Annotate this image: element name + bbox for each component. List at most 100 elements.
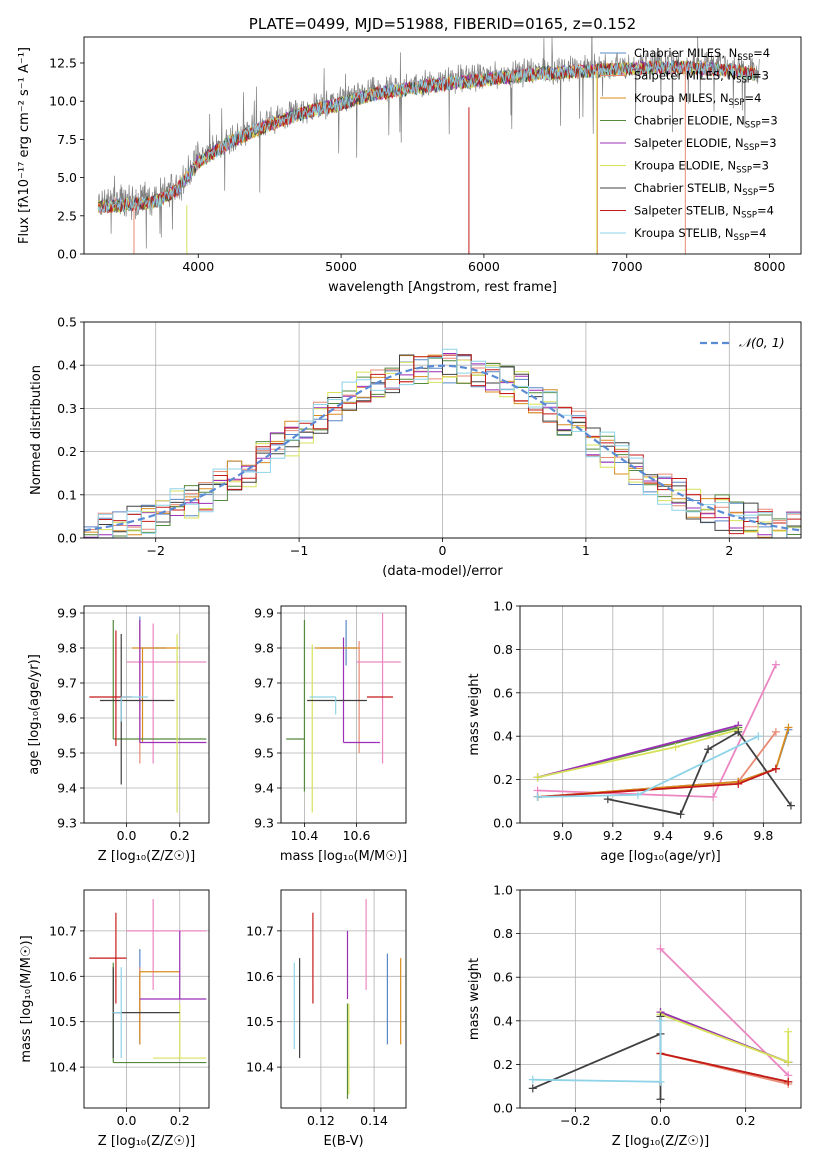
x-tick-label: −2 — [146, 543, 164, 558]
y-tick-label: 7.5 — [57, 132, 77, 147]
data-marker — [784, 1077, 793, 1086]
y-tick-label: 0.0 — [57, 531, 77, 546]
data-marker — [784, 1027, 793, 1036]
y-tick-label: 0.4 — [493, 1013, 513, 1028]
x-tick-label: 10.6 — [343, 828, 371, 843]
x-tick-label: 0.2 — [170, 1113, 190, 1128]
error-point — [126, 899, 207, 990]
y-tick-label: 10.4 — [246, 1060, 274, 1075]
x-tick-label: 10.4 — [291, 828, 319, 843]
y-tick-label: 0.0 — [493, 1101, 513, 1116]
data-marker — [704, 745, 713, 754]
mass-weight-series-8 — [532, 1016, 662, 1100]
y-axis-label: age [log₁₀(age/yr)] — [27, 654, 42, 775]
data-marker — [771, 764, 780, 773]
x-axis-label: Z [log₁₀(Z/Z☉)] — [98, 849, 195, 864]
axes: 10.4 10.6 9.3 9.4 9.5 9.6 9.7 9.8 9.9 mass [log₁₀… — [254, 606, 407, 865]
x-axis-label: (data-model)/error — [382, 564, 503, 579]
axes-frame — [519, 889, 802, 1109]
y-tick-label: 10.7 — [49, 923, 77, 938]
legend: 𝒩(0, 1) — [700, 335, 785, 350]
residual-histogram-9 — [84, 348, 801, 538]
plot-area — [89, 899, 207, 1064]
x-tick-label: 6000 — [468, 259, 500, 274]
error-point — [286, 620, 306, 792]
axes: 0.12 0.14 10.4 10.5 10.6 10.7 E(B-V) — [246, 889, 407, 1149]
residual-histogram-6 — [84, 356, 801, 538]
y-axis-label: Normed distribution — [29, 365, 44, 495]
data-marker — [528, 1084, 537, 1093]
x-tick-label: 0 — [439, 543, 447, 558]
plot-area — [84, 348, 801, 538]
legend: Chabrier MILES, NSSP=4 Salpeter MILES, NS… — [600, 46, 778, 243]
mass-weight-series-10 — [532, 1020, 662, 1083]
y-tick-label: 0.1 — [57, 487, 77, 502]
y-tick-label: 9.7 — [57, 676, 77, 691]
data-marker — [528, 1075, 537, 1084]
data-marker — [656, 944, 665, 953]
residuals-panel: −2 −1 0 1 2 0.0 0.1 0.2 0.3 0.4 0.5 (data-model)/er… — [29, 315, 802, 579]
y-tick-label: 9.3 — [57, 816, 77, 831]
y-tick-label: 0.0 — [493, 816, 513, 831]
y-tick-label: 0.6 — [493, 685, 513, 700]
y-tick-label: 10.5 — [49, 1014, 77, 1029]
legend-entry: Salpeter STELIB, NSSP=4 — [634, 204, 774, 221]
y-tick-label: 9.6 — [57, 711, 77, 726]
legend-entry: Salpeter ELODIE, NSSP=3 — [634, 136, 777, 153]
y-tick-label: 1.0 — [493, 883, 513, 898]
data-marker — [784, 1058, 793, 1067]
y-tick-label: 0.5 — [57, 315, 77, 330]
axes-frame — [83, 605, 210, 824]
axes-frame — [83, 889, 210, 1109]
y-tick-label: 9.8 — [254, 641, 274, 656]
x-axis-label: Z [log₁₀(Z/Z☉)] — [98, 1134, 195, 1149]
error-point — [99, 634, 175, 785]
y-axis-label: Flux [fλ10⁻¹⁷ erg cm⁻² s⁻¹ A⁻¹] — [17, 47, 32, 244]
data-marker — [734, 727, 743, 736]
y-tick-label: 9.9 — [254, 606, 274, 621]
mass-weight-series-7 — [659, 1013, 790, 1064]
y-tick-label: 12.5 — [49, 55, 77, 70]
massweight-vs-Z-panel: −0.2 0.0 0.2 0.0 0.2 0.4 0.6 0.8 1.0 Z [log₁₀(Z/Z… — [467, 883, 802, 1149]
axes: 0.0 0.2 9.3 9.4 9.5 9.6 9.7 9.8 9.9 Z [log₁₀(Z/Z☉… — [27, 605, 210, 864]
data-marker — [786, 801, 795, 810]
legend-entry: Kroupa STELIB, NSSP=4 — [634, 226, 766, 243]
x-tick-label: 9.6 — [703, 828, 723, 843]
data-marker — [784, 723, 793, 732]
error-point — [309, 696, 337, 715]
y-tick-label: 0.8 — [493, 926, 513, 941]
plot-area — [89, 616, 207, 813]
axes: −0.2 0.0 0.2 0.0 0.2 0.4 0.6 0.8 1.0 Z [log₁₀(Z/Z… — [467, 883, 802, 1149]
grid — [84, 606, 209, 824]
x-tick-label: 0.12 — [307, 1113, 335, 1128]
y-tick-label: 9.4 — [57, 781, 77, 796]
mass-weight-series-3 — [659, 948, 789, 1076]
x-axis-label: Z [log₁₀(Z/Z☉)] — [612, 1134, 709, 1149]
x-tick-label: 1 — [582, 543, 590, 558]
plot-area — [533, 660, 795, 819]
y-tick-label: 1.0 — [493, 599, 513, 614]
y-tick-label: 10.4 — [49, 1060, 77, 1075]
x-tick-label: 0.0 — [117, 828, 137, 843]
data-marker — [533, 792, 542, 801]
error-point — [342, 637, 380, 744]
error-point — [139, 971, 180, 1045]
y-tick-label: 0.6 — [493, 970, 513, 985]
x-axis-label: mass [log₁₀(M/M☉)] — [280, 849, 407, 864]
y-tick-label: 0.4 — [57, 358, 77, 373]
x-tick-label: 0.0 — [651, 1113, 671, 1128]
axes-frame — [83, 321, 802, 539]
y-tick-label: 10.7 — [246, 923, 274, 938]
x-tick-label: 4000 — [182, 259, 214, 274]
data-marker — [603, 795, 612, 804]
data-marker — [671, 743, 680, 752]
error-point — [139, 930, 207, 1000]
plot-area — [528, 944, 793, 1104]
axes: 4000 5000 6000 7000 8000 0.0 2.5 5.0 7.5 10.0 12.5… — [17, 15, 802, 295]
x-tick-label: 2 — [725, 543, 733, 558]
y-axis-label: mass weight — [467, 958, 482, 1040]
y-tick-label: 0.0 — [57, 247, 77, 262]
mass-weight-series-9 — [537, 767, 777, 798]
x-tick-label: 0.2 — [170, 828, 190, 843]
data-marker — [771, 660, 780, 669]
